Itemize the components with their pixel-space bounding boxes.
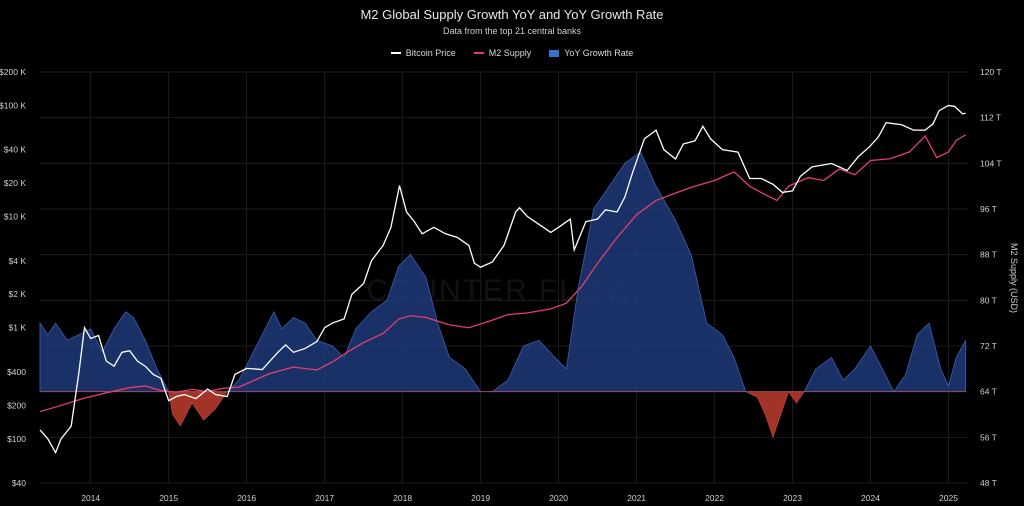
- series-m2-line: [39, 134, 966, 413]
- right-tick-label: 48 T: [980, 478, 997, 488]
- chart-title: M2 Global Supply Growth YoY and YoY Grow…: [360, 7, 664, 22]
- legend-swatch-m2: [473, 52, 484, 54]
- x-tick-label: 2024: [861, 493, 880, 503]
- right-tick-label: 120 T: [980, 67, 1002, 77]
- grid-lines: [40, 71, 968, 484]
- x-tick-label: 2017: [315, 493, 334, 503]
- legend-swatch-bitcoin: [390, 52, 401, 54]
- right-tick-label: 112 T: [980, 113, 1001, 123]
- right-axis-title: M2 Supply (USD): [1009, 243, 1019, 313]
- series-yoy-positive-area: [39, 151, 967, 393]
- legend-item-bitcoin[interactable]: Bitcoin Price: [390, 48, 456, 58]
- right-tick-label: 88 T: [980, 250, 997, 260]
- series-bitcoin-line: [39, 104, 966, 455]
- left-tick-label: $40: [12, 478, 26, 488]
- legend-item-yoy[interactable]: YoY Growth Rate: [549, 48, 633, 58]
- left-tick-label: $2 K: [9, 289, 27, 299]
- x-tick-label: 2022: [705, 493, 724, 503]
- left-tick-label: $20 K: [4, 178, 27, 188]
- right-tick-label: 72 T: [980, 341, 997, 351]
- x-tick-label: 2020: [549, 493, 568, 503]
- left-tick-label: $1 K: [9, 323, 27, 333]
- legend-label-bitcoin: Bitcoin Price: [405, 48, 456, 58]
- chart-legend: Bitcoin Price M2 Supply YoY Growth Rate: [0, 48, 1024, 58]
- left-tick-label: $10 K: [4, 212, 27, 222]
- legend-label-yoy: YoY Growth Rate: [564, 48, 634, 58]
- right-tick-label: 56 T: [980, 432, 997, 442]
- legend-item-m2[interactable]: M2 Supply: [473, 48, 532, 58]
- left-tick-label: $100 K: [0, 100, 26, 110]
- series-yoy-negative-area: [40, 391, 966, 439]
- left-tick-label: $40 K: [4, 145, 27, 155]
- x-tick-label: 2018: [393, 493, 412, 503]
- x-tick-label: 2014: [81, 493, 100, 503]
- left-tick-label: $200 K: [0, 67, 26, 77]
- left-tick-label: $100: [7, 434, 26, 444]
- x-tick-label: 2016: [237, 493, 256, 503]
- x-tick-label: 2023: [783, 493, 802, 503]
- right-tick-label: 64 T: [980, 387, 997, 397]
- left-tick-label: $4 K: [9, 256, 27, 266]
- right-tick-label: 80 T: [980, 295, 997, 305]
- legend-swatch-yoy: [549, 49, 560, 57]
- left-tick-label: $200: [7, 400, 26, 410]
- right-tick-label: 104 T: [980, 158, 1002, 168]
- x-tick-label: 2015: [159, 493, 178, 503]
- x-tick-label: 2019: [471, 493, 490, 503]
- left-tick-label: $400: [7, 367, 26, 377]
- legend-label-m2: M2 Supply: [488, 48, 532, 58]
- x-tick-label: 2025: [939, 493, 958, 503]
- right-tick-label: 96 T: [980, 204, 997, 214]
- x-tick-label: 2021: [627, 493, 646, 503]
- chart-subtitle: Data from the top 21 central banks: [442, 26, 582, 36]
